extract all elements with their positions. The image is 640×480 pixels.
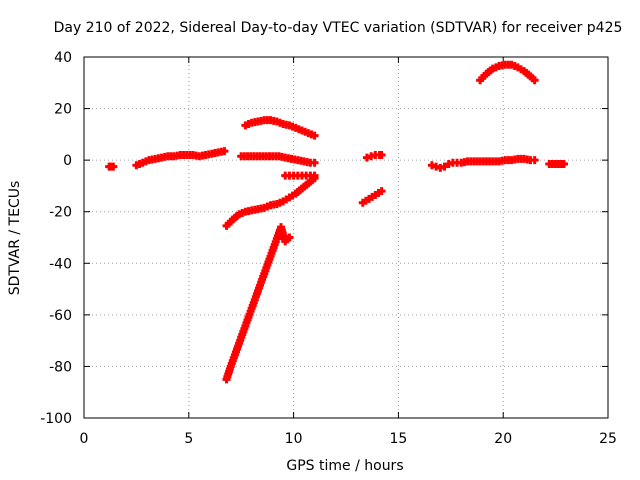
y-tick-label: 20 — [54, 102, 72, 118]
chart-title: Day 210 of 2022, Sidereal Day-to-day VTE… — [54, 20, 623, 36]
y-tick-label: -40 — [49, 256, 72, 272]
data-point — [377, 187, 386, 196]
plot-frame — [83, 56, 609, 419]
data-point — [220, 147, 229, 156]
y-tick-label: 0 — [63, 153, 72, 169]
x-tick-label: 25 — [599, 431, 617, 447]
data-series-segment — [358, 187, 386, 207]
data-series-segment — [237, 152, 319, 167]
y-tick-label: 40 — [54, 50, 72, 66]
data-series-segment — [476, 60, 539, 85]
data-point — [377, 150, 386, 159]
x-tick-label: 5 — [184, 431, 193, 447]
data-points — [105, 60, 568, 384]
data-point — [440, 162, 449, 171]
data-series-segment — [105, 162, 118, 171]
data-point — [530, 156, 539, 165]
data-point — [109, 162, 118, 171]
data-series-segment — [427, 154, 539, 172]
x-tick-label: 20 — [494, 431, 512, 447]
y-tick-label: -60 — [49, 308, 72, 324]
data-series-segment — [132, 147, 229, 170]
data-point — [310, 131, 319, 140]
y-axis-label: SDTVAR / TECUs — [7, 181, 23, 296]
x-tick-label: 15 — [389, 431, 407, 447]
data-point — [285, 233, 294, 242]
data-series-segment — [241, 116, 319, 140]
x-axis-label: GPS time / hours — [286, 458, 403, 474]
y-tick-label: -20 — [49, 205, 72, 221]
data-series-segment — [222, 174, 319, 230]
data-point — [310, 158, 319, 167]
data-point — [530, 76, 539, 85]
y-tick-label: -100 — [40, 411, 72, 427]
data-series-segment — [222, 223, 294, 384]
x-tick-label: 10 — [285, 431, 303, 447]
x-tick-label: 0 — [80, 431, 89, 447]
data-series-segment — [545, 160, 568, 169]
y-tick-label: -80 — [49, 359, 72, 375]
data-point — [310, 174, 319, 183]
data-series-segment — [362, 150, 386, 162]
data-point — [559, 160, 568, 169]
